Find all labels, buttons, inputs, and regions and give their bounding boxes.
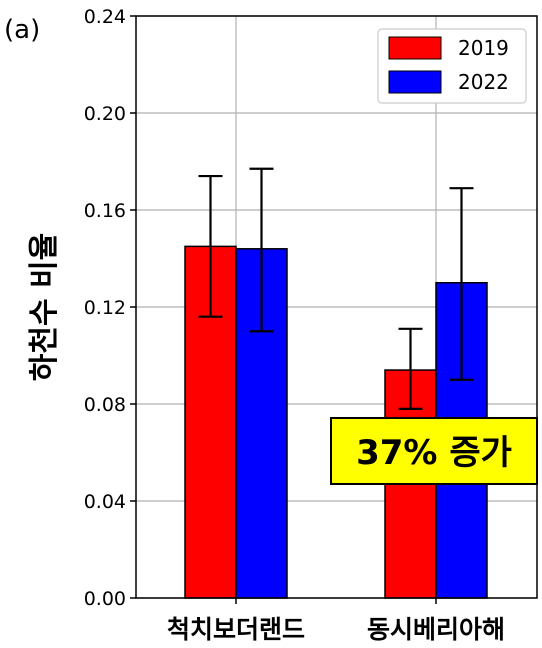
- annotation-box: [330, 417, 538, 485]
- y-tick-label: 0.24: [84, 6, 126, 28]
- error-bar-2022-0: [249, 167, 274, 333]
- panel-label: (a): [4, 15, 40, 45]
- x-tick-label: 척치보더랜드: [167, 615, 305, 644]
- y-tick-label: 0.08: [84, 394, 126, 416]
- legend-swatch-2022: [388, 70, 442, 94]
- error-bars: [198, 167, 474, 410]
- y-tick-label: 0.20: [84, 103, 126, 125]
- legend-label-2022: 2022: [458, 70, 509, 94]
- legend-swatch-2019: [388, 36, 442, 60]
- y-axis-label: 하천수 비율: [27, 233, 62, 381]
- x-tick-label: 동시베리아해: [367, 615, 505, 644]
- y-axis: 0.00 0.04 0.08 0.12 0.16 0.20 0.24: [84, 6, 136, 610]
- error-bar-2022-1: [449, 187, 474, 381]
- legend: 2019 2022: [377, 28, 527, 104]
- annotation: 37% 증가: [330, 417, 538, 485]
- y-tick-label: 0.12: [84, 297, 126, 319]
- annotation-text: 37% 증가: [356, 433, 512, 473]
- error-bar-2019-0: [198, 174, 223, 318]
- y-tick-label: 0.04: [84, 491, 126, 513]
- x-axis: 척치보더랜드 동시베리아해: [167, 598, 505, 644]
- legend-label-2019: 2019: [458, 36, 509, 60]
- error-bar-2019-1: [398, 327, 423, 410]
- y-tick-label: 0.16: [84, 200, 126, 222]
- y-tick-label: 0.00: [84, 588, 126, 610]
